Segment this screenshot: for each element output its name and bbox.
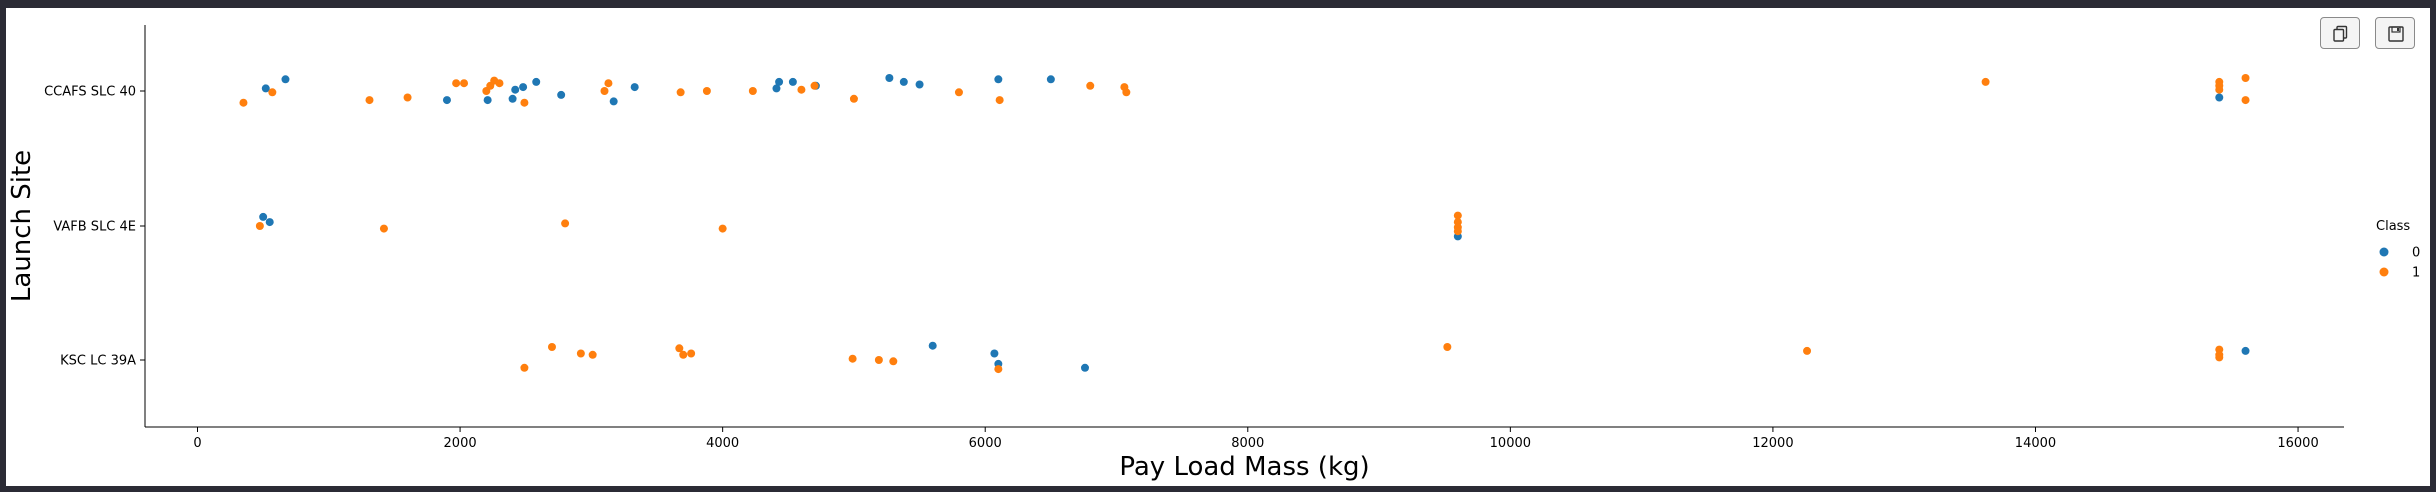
data-point xyxy=(259,212,268,221)
data-point xyxy=(675,344,684,353)
data-point xyxy=(1981,77,1990,86)
data-point xyxy=(885,74,894,82)
y-tick-label: KSC LC 39A xyxy=(60,354,136,369)
data-point xyxy=(994,365,1003,374)
data-point xyxy=(520,98,529,107)
data-point xyxy=(495,79,504,88)
data-point xyxy=(954,88,963,97)
data-point xyxy=(576,349,585,358)
legend-marker xyxy=(2379,247,2389,257)
data-point xyxy=(604,79,613,88)
data-point xyxy=(2215,85,2224,94)
x-tick-label: 2000 xyxy=(444,436,477,451)
data-point xyxy=(994,75,1003,84)
data-point xyxy=(460,79,469,88)
data-point xyxy=(483,96,492,105)
data-point xyxy=(990,349,999,358)
data-point xyxy=(889,357,898,366)
axes: 0 2000 4000 6000 8000 10000 12000 14000 16000 CCA… xyxy=(7,25,2344,482)
data-point xyxy=(609,97,618,106)
data-point xyxy=(255,222,264,230)
y-axis-label: Launch Site xyxy=(7,150,37,302)
data-point xyxy=(2241,74,2250,82)
data-point xyxy=(995,96,1004,105)
data-point xyxy=(403,93,412,102)
data-point xyxy=(1122,88,1131,97)
data-point xyxy=(1086,81,1095,90)
data-point xyxy=(928,341,937,350)
x-tick-label: 6000 xyxy=(969,436,1002,451)
data-point xyxy=(1803,346,1812,355)
x-tick-label: 0 xyxy=(193,436,201,451)
data-point xyxy=(849,94,858,103)
data-point xyxy=(718,224,727,233)
data-point xyxy=(1080,363,1089,372)
data-point xyxy=(519,83,528,92)
data-point xyxy=(520,363,529,372)
data-point xyxy=(588,350,597,359)
data-point xyxy=(797,85,806,94)
x-tick-label: 12000 xyxy=(1752,436,1793,451)
data-point xyxy=(899,77,908,86)
data-point xyxy=(630,83,639,92)
data-point xyxy=(2215,353,2224,362)
data-point xyxy=(2215,93,2224,102)
data-point xyxy=(874,356,883,364)
y-tick-label: VAFB SLC 4E xyxy=(53,220,136,235)
legend-label: 1 xyxy=(2412,266,2420,281)
data-point xyxy=(600,87,609,95)
data-point xyxy=(239,98,248,107)
save-icon xyxy=(2388,26,2404,42)
data-point xyxy=(848,354,857,363)
data-point xyxy=(775,77,784,86)
x-tick-label: 10000 xyxy=(1490,436,1531,451)
legend-title: Class xyxy=(2376,219,2410,234)
data-point xyxy=(810,81,819,90)
legend-label: 0 xyxy=(2412,246,2420,261)
data-point xyxy=(687,349,696,358)
data-point xyxy=(561,219,570,228)
data-point xyxy=(1453,227,1462,236)
x-tick-label: 4000 xyxy=(706,436,739,451)
save-button[interactable] xyxy=(2375,17,2415,49)
data-point xyxy=(268,88,277,97)
data-point xyxy=(442,96,451,105)
data-point xyxy=(265,218,274,227)
data-point xyxy=(452,79,461,88)
data-point xyxy=(508,94,517,103)
data-point xyxy=(557,90,566,99)
data-point xyxy=(1443,343,1452,351)
x-axis-label: Pay Load Mass (kg) xyxy=(1119,452,1369,482)
data-point xyxy=(679,350,688,359)
x-tick-label: 8000 xyxy=(1231,436,1264,451)
data-point xyxy=(788,77,797,86)
data-point xyxy=(261,84,270,93)
data-point xyxy=(532,77,541,86)
data-point xyxy=(915,80,924,89)
data-point xyxy=(748,87,757,95)
data-point xyxy=(1046,75,1055,84)
data-point xyxy=(676,88,685,97)
scatter-chart: 0 2000 4000 6000 8000 10000 12000 14000 16000 CCA… xyxy=(7,25,2420,482)
y-tick-label: CCAFS SLC 40 xyxy=(44,85,136,100)
data-point xyxy=(2241,96,2250,105)
data-point xyxy=(702,87,711,95)
data-points xyxy=(239,74,2250,374)
data-point xyxy=(365,96,374,105)
data-point xyxy=(2241,346,2250,355)
data-point xyxy=(1453,211,1462,220)
x-tick-label: 16000 xyxy=(2277,436,2318,451)
data-point xyxy=(379,224,388,233)
data-point xyxy=(281,75,290,84)
x-tick-label: 14000 xyxy=(2015,436,2056,451)
copy-button[interactable] xyxy=(2320,17,2360,49)
data-point xyxy=(511,85,520,94)
copy-icon xyxy=(2333,25,2348,42)
data-point xyxy=(772,84,781,93)
figure-frame: 0 2000 4000 6000 8000 10000 12000 14000 16000 CCA… xyxy=(6,8,2430,486)
data-point xyxy=(547,343,556,351)
legend-marker xyxy=(2379,267,2389,277)
